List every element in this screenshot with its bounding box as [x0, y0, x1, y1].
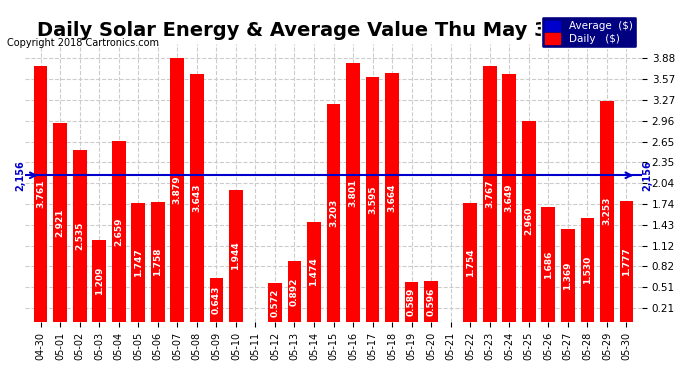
Text: 0.643: 0.643 — [212, 286, 221, 314]
Title: Daily Solar Energy & Average Value Thu May 31 20:22: Daily Solar Energy & Average Value Thu M… — [37, 21, 630, 40]
Text: 2,156: 2,156 — [642, 160, 652, 190]
Bar — [34, 66, 48, 322]
Text: 1.754: 1.754 — [466, 248, 475, 277]
Bar — [580, 218, 594, 322]
Text: 3.664: 3.664 — [388, 183, 397, 211]
Text: 3.253: 3.253 — [602, 197, 611, 225]
Bar — [346, 63, 360, 322]
Text: 2.659: 2.659 — [115, 217, 124, 246]
Bar — [92, 240, 106, 322]
Text: 2.960: 2.960 — [524, 207, 533, 236]
Bar — [53, 123, 67, 322]
Legend: Average  ($), Daily   ($): Average ($), Daily ($) — [541, 16, 637, 48]
Bar — [561, 229, 575, 322]
Text: 3.643: 3.643 — [193, 184, 201, 212]
Text: 0.572: 0.572 — [270, 288, 279, 316]
Text: 2,156: 2,156 — [15, 160, 25, 190]
Bar — [502, 74, 516, 322]
Text: 1.474: 1.474 — [310, 257, 319, 286]
Text: 0.892: 0.892 — [290, 278, 299, 306]
Bar — [483, 66, 497, 322]
Text: 3.767: 3.767 — [485, 180, 494, 208]
Text: 3.595: 3.595 — [368, 185, 377, 214]
Text: 1.758: 1.758 — [153, 248, 162, 276]
Bar — [170, 58, 184, 322]
Text: 3.879: 3.879 — [172, 176, 181, 204]
Bar — [542, 207, 555, 322]
Text: 3.649: 3.649 — [505, 183, 514, 212]
Bar — [131, 203, 145, 322]
Text: 0.596: 0.596 — [426, 288, 435, 316]
Bar — [385, 73, 399, 322]
Bar — [151, 202, 165, 322]
Text: 1.777: 1.777 — [622, 247, 631, 276]
Bar — [424, 281, 438, 322]
Bar — [190, 74, 204, 322]
Bar — [307, 222, 321, 322]
Bar — [366, 77, 380, 322]
Text: Copyright 2018 Cartronics.com: Copyright 2018 Cartronics.com — [7, 38, 159, 48]
Text: 1.530: 1.530 — [583, 256, 592, 284]
Bar — [229, 190, 243, 322]
Text: 1.209: 1.209 — [95, 267, 103, 295]
Bar — [112, 141, 126, 322]
Bar — [268, 283, 282, 322]
Text: 1.369: 1.369 — [563, 261, 572, 290]
Bar — [326, 104, 340, 322]
Text: 0.589: 0.589 — [407, 288, 416, 316]
Bar — [405, 282, 418, 322]
Text: 3.801: 3.801 — [348, 178, 357, 207]
Bar — [73, 150, 86, 322]
Text: 3.203: 3.203 — [329, 199, 338, 227]
Bar — [210, 278, 223, 322]
Bar — [620, 201, 633, 322]
Bar — [600, 100, 613, 322]
Text: 1.747: 1.747 — [134, 248, 143, 277]
Text: 2.921: 2.921 — [56, 209, 65, 237]
Text: 3.761: 3.761 — [36, 180, 45, 208]
Bar — [288, 261, 302, 322]
Text: 1.686: 1.686 — [544, 251, 553, 279]
Text: 2.535: 2.535 — [75, 222, 84, 250]
Bar — [464, 202, 477, 322]
Text: 1.944: 1.944 — [231, 242, 240, 270]
Bar — [522, 121, 535, 322]
